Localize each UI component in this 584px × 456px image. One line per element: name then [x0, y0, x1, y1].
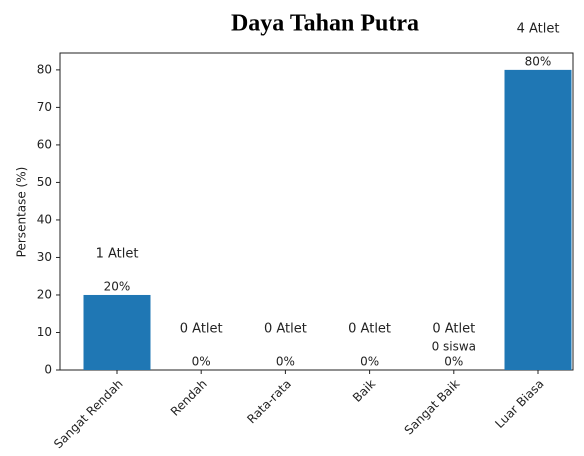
y-tick-label: 50 — [37, 175, 52, 189]
value-label: 80% — [525, 54, 552, 68]
chart-title: Daya Tahan Putra — [231, 11, 419, 37]
value-label: 0% — [444, 355, 463, 369]
x-tick-label: Rendah — [168, 377, 210, 419]
x-tick-label: Rata-rata — [244, 377, 294, 427]
value-label: 20% — [104, 279, 131, 293]
bar — [504, 69, 572, 371]
annotation: 4 Atlet — [517, 21, 560, 36]
annotation: 0 Atlet — [180, 322, 223, 337]
value-label: 0% — [192, 355, 211, 369]
secondary-label: 0 siswa — [432, 340, 476, 354]
plot-frame — [59, 52, 574, 371]
y-tick-label: 20 — [37, 287, 52, 301]
annotation: 1 Atlet — [96, 246, 139, 261]
y-tick-label: 10 — [37, 325, 52, 339]
y-tick-label: 0 — [44, 363, 52, 377]
value-label: 0% — [360, 355, 379, 369]
y-axis-label: Persentase (%) — [15, 167, 29, 258]
annotation: 0 Atlet — [348, 322, 391, 337]
y-tick-label: 80 — [37, 62, 52, 76]
value-label: 0% — [276, 355, 295, 369]
annotation: 0 Atlet — [264, 322, 307, 337]
x-tick-label: Luar Biasa — [492, 377, 546, 431]
x-tick-label: Sangat Baik — [402, 377, 463, 438]
y-tick-label: 40 — [37, 212, 52, 226]
y-tick-label: 30 — [37, 250, 52, 264]
bar — [83, 294, 151, 370]
y-tick-label: 60 — [37, 137, 52, 151]
x-tick-label: Baik — [350, 377, 378, 405]
x-tick-label: Sangat Rendah — [51, 377, 126, 452]
y-tick-label: 70 — [37, 100, 52, 114]
annotation: 0 Atlet — [432, 322, 475, 337]
